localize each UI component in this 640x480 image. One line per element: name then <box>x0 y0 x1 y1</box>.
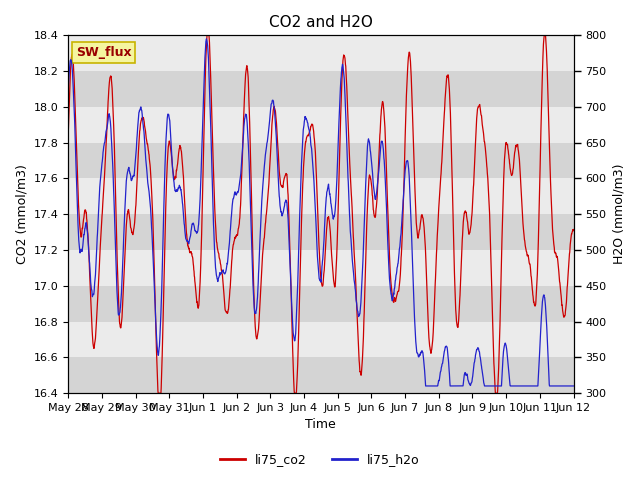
Bar <box>68 107 573 143</box>
Title: CO2 and H2O: CO2 and H2O <box>269 15 372 30</box>
X-axis label: Time: Time <box>305 419 336 432</box>
Bar <box>68 36 573 71</box>
Bar <box>68 250 573 286</box>
Bar <box>68 179 573 214</box>
Bar <box>68 214 573 250</box>
Bar <box>68 322 573 357</box>
Bar <box>68 357 573 393</box>
Text: SW_flux: SW_flux <box>76 46 131 59</box>
Bar <box>68 143 573 179</box>
Y-axis label: H2O (mmol/m3): H2O (mmol/m3) <box>612 164 625 264</box>
Legend: li75_co2, li75_h2o: li75_co2, li75_h2o <box>215 448 425 471</box>
Bar <box>68 286 573 322</box>
Bar <box>68 71 573 107</box>
Y-axis label: CO2 (mmol/m3): CO2 (mmol/m3) <box>15 164 28 264</box>
